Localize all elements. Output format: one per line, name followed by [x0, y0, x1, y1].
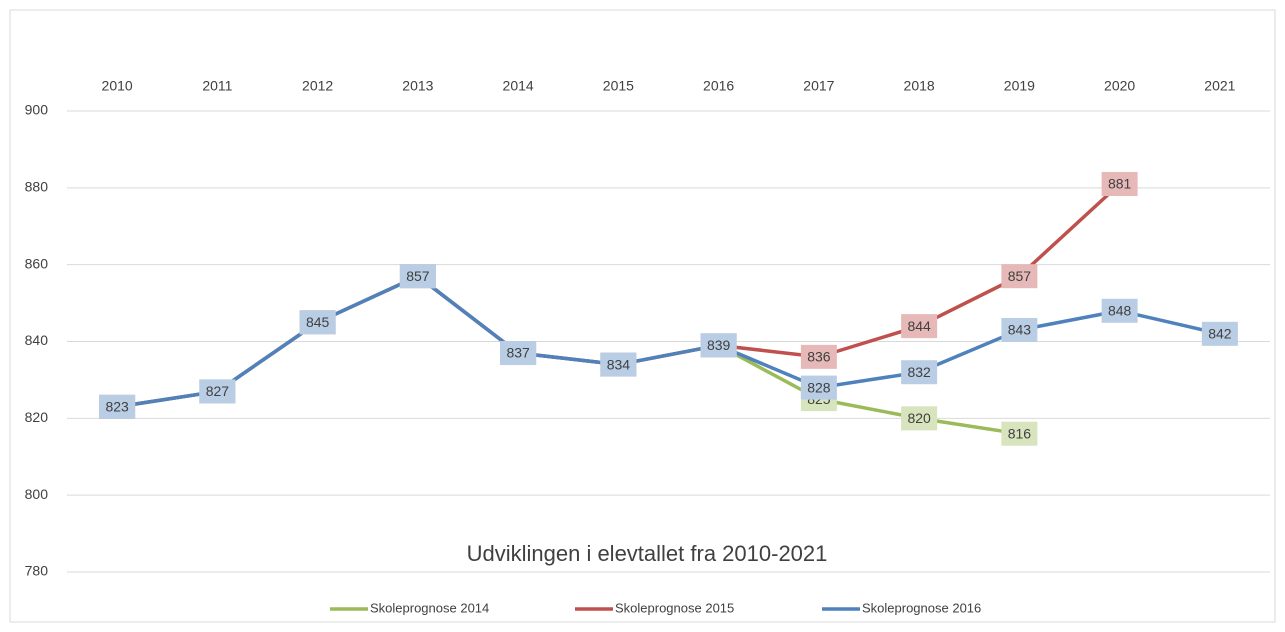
x-tick-label: 2019 — [1004, 78, 1035, 94]
x-tick-label: 2021 — [1204, 78, 1235, 94]
data-label-text: 848 — [1108, 302, 1132, 318]
data-label-box — [500, 341, 537, 366]
data-label: 843 — [1001, 317, 1038, 342]
data-label: 848 — [1101, 298, 1138, 323]
data-label-text: 827 — [206, 383, 230, 399]
data-label-box — [1001, 421, 1038, 446]
data-label-text: 857 — [406, 268, 430, 284]
data-label-text: 839 — [707, 337, 731, 353]
y-tick-label: 780 — [25, 563, 49, 579]
y-tick-label: 880 — [25, 179, 49, 195]
y-tick-label: 900 — [25, 102, 49, 118]
data-label-box — [99, 394, 136, 419]
legend-label: Skoleprognose 2015 — [615, 600, 734, 615]
data-label-box — [600, 352, 637, 377]
data-label: 839 — [700, 333, 737, 358]
data-label: 836 — [800, 344, 837, 369]
data-label: 816 — [1001, 421, 1038, 446]
data-label-box — [800, 344, 837, 369]
data-label-text: 816 — [1008, 425, 1032, 441]
data-label: 828 — [800, 375, 837, 400]
data-label-text: 820 — [907, 410, 931, 426]
data-label: 881 — [1101, 171, 1138, 196]
data-label-text: 881 — [1108, 176, 1132, 192]
data-label-text: 836 — [807, 349, 831, 365]
data-label: 827 — [199, 379, 236, 404]
y-tick-label: 840 — [25, 332, 49, 348]
data-label-box — [399, 264, 436, 289]
data-label-text: 832 — [907, 364, 931, 380]
x-tick-label: 2014 — [503, 78, 534, 94]
data-label: 837 — [500, 341, 537, 366]
data-label: 834 — [600, 352, 637, 377]
chart-title: Udviklingen i elevtallet fra 2010-2021 — [467, 541, 828, 566]
data-label: 845 — [299, 310, 336, 335]
x-tick-label: 2018 — [904, 78, 935, 94]
x-tick-label: 2012 — [302, 78, 333, 94]
data-label: 857 — [1001, 264, 1038, 289]
y-tick-label: 860 — [25, 255, 49, 271]
x-tick-label: 2016 — [703, 78, 734, 94]
x-tick-label: 2011 — [202, 78, 232, 94]
data-label-box — [700, 333, 737, 358]
data-label: 842 — [1201, 321, 1238, 346]
data-label-text: 834 — [607, 356, 631, 372]
data-label-box — [800, 375, 837, 400]
legend-label: Skoleprognose 2014 — [370, 600, 489, 615]
data-label-text: 823 — [105, 399, 129, 415]
chart-border — [9, 9, 1276, 623]
data-label-box — [1101, 298, 1138, 323]
y-tick-label: 820 — [25, 409, 49, 425]
data-label-text: 845 — [306, 314, 330, 330]
data-label-text: 842 — [1208, 326, 1232, 342]
data-label: 823 — [99, 394, 136, 419]
data-label-box — [901, 360, 938, 385]
data-label-text: 857 — [1008, 268, 1032, 284]
x-tick-label: 2013 — [402, 78, 433, 94]
data-label: 844 — [901, 314, 938, 339]
data-label-box — [1201, 321, 1238, 346]
data-label-box — [199, 379, 236, 404]
data-label-text: 837 — [506, 345, 530, 361]
data-label-text: 828 — [807, 379, 831, 395]
data-label: 832 — [901, 360, 938, 385]
y-tick-label: 800 — [25, 486, 49, 502]
x-tick-label: 2017 — [803, 78, 834, 94]
legend-label: Skoleprognose 2016 — [862, 600, 981, 615]
x-tick-label: 2015 — [603, 78, 634, 94]
data-label-text: 844 — [907, 318, 931, 334]
data-label-box — [1101, 171, 1138, 196]
data-label-box — [1001, 317, 1038, 342]
data-label: 820 — [901, 406, 938, 431]
data-label-box — [901, 314, 938, 339]
data-label-text: 843 — [1008, 322, 1032, 338]
data-label-box — [901, 406, 938, 431]
x-tick-label: 2010 — [102, 78, 133, 94]
data-label-box — [1001, 264, 1038, 289]
data-label: 857 — [399, 264, 436, 289]
data-label-box — [299, 310, 336, 335]
x-tick-label: 2020 — [1104, 78, 1135, 94]
